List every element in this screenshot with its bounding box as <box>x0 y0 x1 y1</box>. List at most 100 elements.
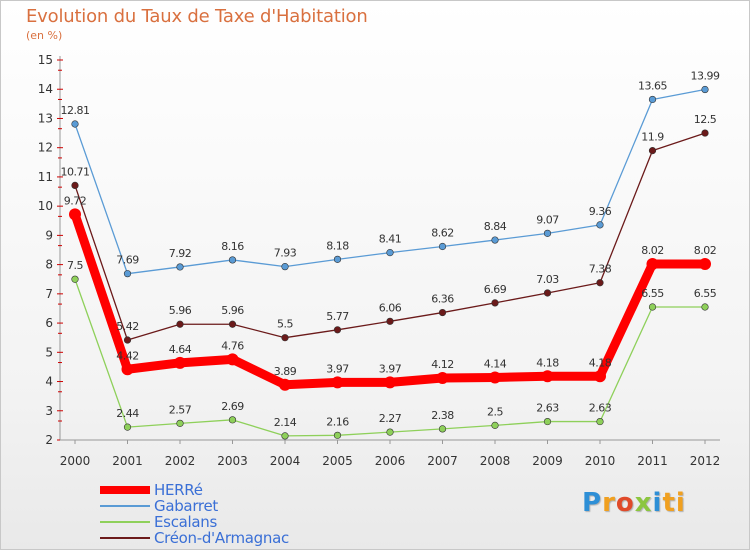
data-label: 5.77 <box>326 310 349 323</box>
data-label: 3.89 <box>274 365 297 378</box>
data-point <box>596 417 604 426</box>
data-point <box>648 303 657 311</box>
logo-letter: ti <box>662 488 686 518</box>
x-tick-label: 2006 <box>375 454 406 468</box>
data-point <box>228 416 237 424</box>
data-point <box>543 417 552 426</box>
legend-label: Gabarret <box>154 497 218 515</box>
y-tick-label: 6 <box>45 316 53 330</box>
data-label: 2.57 <box>169 403 192 416</box>
data-label: 2.38 <box>431 409 454 422</box>
data-point <box>174 356 186 369</box>
data-point <box>384 376 396 389</box>
data-point <box>281 263 289 271</box>
data-point <box>438 425 447 433</box>
y-tick-label: 2 <box>45 433 53 447</box>
data-point <box>279 378 291 391</box>
data-point <box>71 181 79 189</box>
data-point <box>176 263 184 271</box>
x-tick-label: 2010 <box>585 454 616 468</box>
y-tick-label: 9 <box>45 228 53 242</box>
data-point <box>333 255 342 263</box>
logo-letter: o <box>615 488 635 518</box>
data-point <box>543 289 552 297</box>
data-point <box>123 423 132 431</box>
data-point <box>386 428 394 436</box>
data-label: 4.14 <box>484 357 507 370</box>
legend-swatch <box>100 486 150 494</box>
data-point <box>594 370 606 383</box>
data-point <box>648 95 657 104</box>
data-label: 6.69 <box>484 283 507 296</box>
data-point <box>701 303 709 311</box>
data-label: 2.5 <box>487 405 503 418</box>
data-point <box>281 432 289 440</box>
legend-swatch <box>100 537 150 539</box>
data-label: 3.97 <box>379 362 402 375</box>
data-label: 11.9 <box>641 131 664 144</box>
data-point <box>541 370 554 383</box>
data-point <box>71 275 79 283</box>
data-point <box>701 129 709 137</box>
data-label: 12.81 <box>61 104 90 117</box>
data-label: 9.36 <box>589 205 612 218</box>
data-point <box>543 229 552 237</box>
data-label: 2.69 <box>221 400 244 413</box>
data-label: 7.38 <box>589 263 612 276</box>
proxiti-logo: Proxiti <box>582 488 686 518</box>
y-tick-label: 3 <box>45 404 53 418</box>
data-label: 7.92 <box>169 247 192 260</box>
data-label: 8.02 <box>641 244 664 257</box>
data-label: 8.02 <box>694 244 717 257</box>
legend-label: Escalans <box>154 513 218 531</box>
data-point <box>701 85 709 94</box>
data-label: 7.03 <box>536 273 559 286</box>
data-label: 2.16 <box>326 415 349 428</box>
x-tick-label: 2000 <box>60 454 91 468</box>
data-point <box>436 372 449 385</box>
data-label: 7.93 <box>274 247 297 260</box>
x-tick-label: 2007 <box>427 454 458 468</box>
data-label: 4.18 <box>536 356 559 369</box>
data-label: 3.97 <box>326 362 349 375</box>
data-point <box>176 419 184 427</box>
data-point <box>438 242 447 251</box>
data-label: 12.5 <box>694 113 717 126</box>
data-point <box>228 256 237 264</box>
data-label: 10.71 <box>61 165 90 178</box>
x-tick-label: 2011 <box>637 454 668 468</box>
y-tick-label: 5 <box>45 345 53 359</box>
data-label: 6.36 <box>431 293 454 306</box>
data-point <box>176 320 184 328</box>
data-point <box>333 431 342 439</box>
logo-letter: P <box>582 488 603 518</box>
y-tick-label: 8 <box>45 258 53 272</box>
data-label: 7.5 <box>67 259 83 272</box>
data-point <box>123 336 132 344</box>
data-point <box>281 334 289 342</box>
data-label: 6.55 <box>641 287 664 300</box>
x-tick-label: 2012 <box>690 454 721 468</box>
data-label: 2.63 <box>589 402 612 415</box>
data-point <box>491 299 499 307</box>
data-label: 8.18 <box>326 239 349 252</box>
data-label: 4.12 <box>431 358 454 371</box>
data-label: 2.27 <box>379 412 402 425</box>
data-label: 8.62 <box>431 226 454 239</box>
y-tick-label: 12 <box>38 141 53 155</box>
data-point <box>491 421 499 429</box>
data-point <box>121 363 134 376</box>
data-point <box>386 249 394 257</box>
data-point <box>386 317 394 325</box>
data-label: 13.65 <box>638 79 667 92</box>
data-label: 7.69 <box>116 254 139 267</box>
data-point <box>438 308 447 317</box>
data-point <box>489 371 501 384</box>
y-tick-label: 10 <box>38 199 53 213</box>
x-tick-label: 2003 <box>217 454 248 468</box>
data-label: 5.5 <box>277 318 293 331</box>
data-label: 5.96 <box>221 304 244 317</box>
y-tick-label: 15 <box>38 53 53 67</box>
logo-letter: r <box>602 488 616 518</box>
data-label: 13.99 <box>691 70 720 83</box>
